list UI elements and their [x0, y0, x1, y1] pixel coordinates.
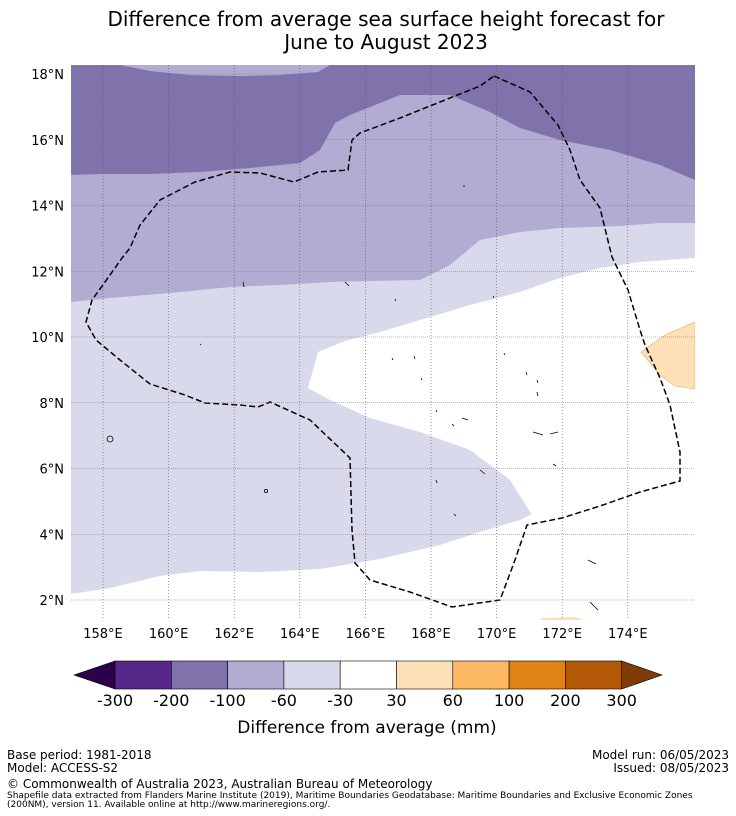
- shapefile-credit-line-1: Shapefile data extracted from Flanders M…: [7, 791, 693, 801]
- lon-tick-label: 158°E: [83, 627, 123, 642]
- lat-tick-label: 6°N: [40, 463, 65, 478]
- islands: [106, 185, 599, 611]
- base-period: Base period: 1981-2018: [7, 748, 152, 762]
- colorbar-segment: [339, 660, 397, 690]
- colorbar-segment: [114, 660, 172, 690]
- chart-title: Difference from average sea surface heig…: [0, 8, 736, 54]
- colorbar-segment: [283, 660, 341, 690]
- colorbar-tick-label: 100: [494, 691, 525, 710]
- colorbar-tick-label: 300: [606, 691, 637, 710]
- shapefile-credit-line-2: (200NM), version 11. Available online at…: [7, 800, 331, 810]
- island-outline: [199, 185, 539, 517]
- colorbar-tick-label: -200: [153, 691, 189, 710]
- model-name: Model: ACCESS-S2: [7, 761, 119, 775]
- colorbar-tick-label: 60: [443, 691, 463, 710]
- lat-tick-label: 4°N: [40, 528, 65, 543]
- copyright: © Commonwealth of Australia 2023, Austra…: [7, 777, 433, 791]
- colorbar-label: Difference from average (mm): [237, 718, 496, 738]
- colorbar-tick-label: -100: [209, 691, 245, 710]
- colorbar-tick-label: -60: [271, 691, 297, 710]
- issued-date: Issued: 08/05/2023: [613, 761, 729, 775]
- colorbar: [73, 660, 663, 690]
- lat-tick-label: 8°N: [40, 397, 65, 412]
- island-outline: [532, 431, 599, 611]
- model-run: Model run: 06/05/2023: [591, 748, 729, 762]
- colorbar-segment: [171, 660, 228, 690]
- lon-tick-label: 172°E: [542, 627, 582, 642]
- lat-tick-label: 2°N: [40, 594, 65, 609]
- region-dark-purple: [71, 65, 695, 180]
- colorbar-segment: [452, 660, 510, 690]
- map-gridlines: [71, 65, 695, 620]
- eez-boundary-dashed: [85, 75, 681, 608]
- lon-tick-label: 174°E: [608, 627, 648, 642]
- colorbar-ticks: -300 -200 -100 -60 -30 30 60 100 200 300: [97, 691, 637, 710]
- colorbar-arrow-left: [73, 660, 116, 690]
- lon-tick-label: 164°E: [280, 627, 320, 642]
- longitude-labels: 158°E 160°E 162°E 164°E 166°E 168°E 170°E 172°E…: [83, 627, 647, 642]
- region-light-orange: [640, 321, 695, 390]
- colorbar-segment: [227, 660, 285, 690]
- lon-tick-label: 166°E: [346, 627, 386, 642]
- title-line-2: June to August 2023: [284, 30, 488, 54]
- region-mid-purple-notch: [120, 65, 330, 76]
- latitude-labels: 18°N 16°N 14°N 12°N 10°N 8°N 6°N 4°N 2°N: [31, 68, 64, 609]
- region-white-center: [308, 258, 695, 522]
- lon-tick-label: 162°E: [214, 627, 254, 642]
- colorbar-segment: [396, 660, 454, 690]
- map-plot-area: [71, 65, 695, 620]
- colorbar-segment: [508, 660, 566, 690]
- lon-tick-label: 170°E: [477, 627, 517, 642]
- colorbar-tick-label: -300: [97, 691, 133, 710]
- title-line-1: Difference from average sea surface heig…: [107, 7, 665, 31]
- colorbar-tick-label: -30: [327, 691, 353, 710]
- lat-tick-label: 18°N: [31, 68, 64, 83]
- island-outline: [106, 435, 114, 443]
- lat-tick-label: 12°N: [31, 265, 64, 280]
- lon-tick-label: 160°E: [149, 627, 189, 642]
- colorbar-tick-label: 30: [386, 691, 406, 710]
- island-outline: [263, 488, 268, 493]
- lat-tick-label: 10°N: [31, 331, 64, 346]
- colorbar-segment: [565, 660, 623, 690]
- lon-tick-label: 168°E: [411, 627, 451, 642]
- colorbar-tick-label: 200: [550, 691, 581, 710]
- lat-tick-label: 14°N: [31, 200, 64, 215]
- region-light-orange-bottom: [540, 617, 585, 620]
- colorbar-arrow-right: [621, 660, 663, 690]
- lat-tick-label: 16°N: [31, 134, 64, 149]
